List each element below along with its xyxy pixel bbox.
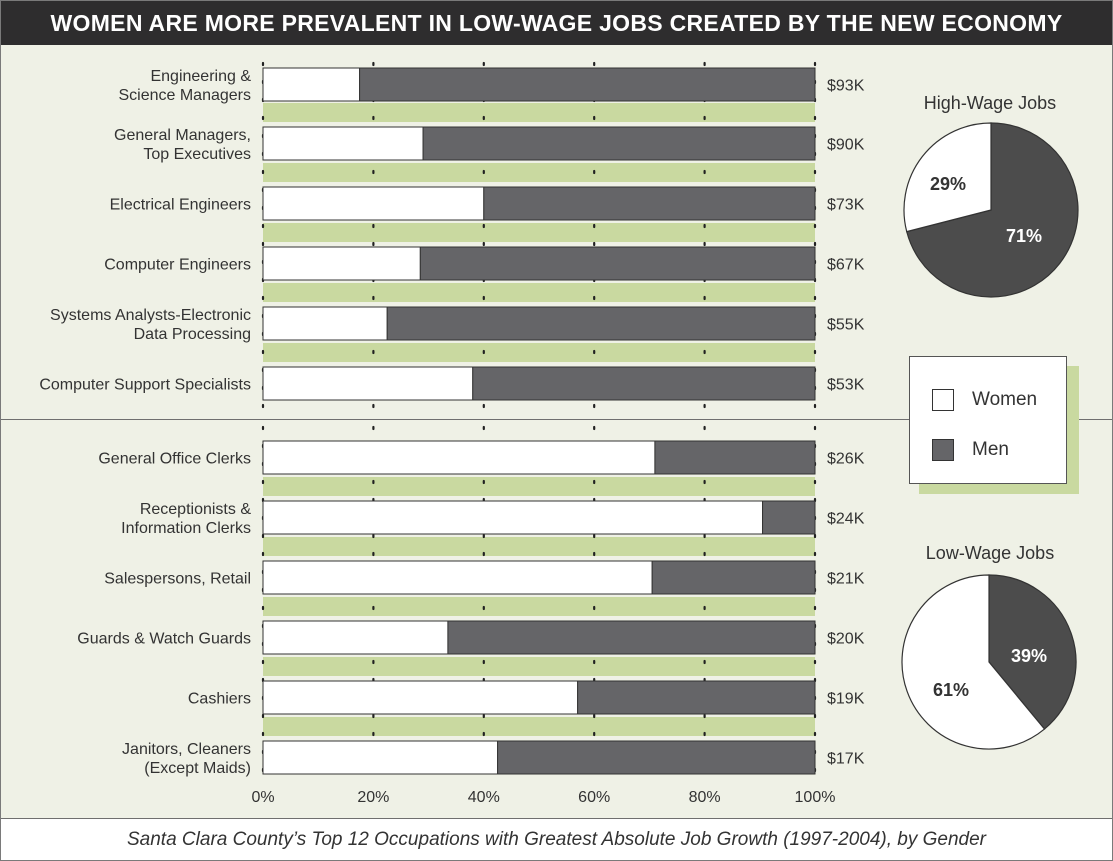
section-divider xyxy=(1,419,1112,420)
stripe-6 xyxy=(263,537,815,556)
legend-swatch-women xyxy=(932,389,954,411)
stripe-3 xyxy=(263,283,815,302)
bar-women-6 xyxy=(262,440,656,475)
category-label-6: General Office Clerks xyxy=(98,451,251,468)
chart-title: WOMEN ARE MORE PREVALENT IN LOW-WAGE JOB… xyxy=(1,1,1112,45)
legend: Women Men xyxy=(909,356,1067,484)
bar-women-9 xyxy=(262,620,449,655)
pie-high-wage-slice-women xyxy=(903,122,992,233)
bar-men-3 xyxy=(419,246,816,281)
bar-men-0 xyxy=(359,67,816,102)
wage-label-8: $21K xyxy=(827,571,865,588)
category-label-7: Receptionists & Information Clerks xyxy=(121,501,251,537)
bar-women-1 xyxy=(262,126,424,161)
stripe-4 xyxy=(263,343,815,362)
category-label-10: Cashiers xyxy=(188,691,251,708)
bar-men-1 xyxy=(422,126,816,161)
bar-women-7 xyxy=(262,500,764,535)
pie-low-wage-label-men: 39% xyxy=(1011,646,1047,666)
wage-label-3: $67K xyxy=(827,257,865,274)
bar-men-11 xyxy=(497,740,816,775)
category-label-3: Computer Engineers xyxy=(104,257,251,274)
stripe-0 xyxy=(263,103,815,122)
chart-caption: Santa Clara County’s Top 12 Occupations … xyxy=(127,829,986,850)
wage-label-7: $24K xyxy=(827,511,865,528)
pie-title-high-wage: High-Wage Jobs xyxy=(923,93,1057,113)
wage-label-6: $26K xyxy=(827,451,865,468)
x-tick-label-4: 80% xyxy=(689,789,721,806)
wage-label-11: $17K xyxy=(827,751,865,768)
stripe-7 xyxy=(263,597,815,616)
bar-men-9 xyxy=(447,620,816,655)
category-label-9: Guards & Watch Guards xyxy=(77,631,251,648)
bar-women-3 xyxy=(262,246,421,281)
wage-label-5: $53K xyxy=(827,377,865,394)
bar-men-4 xyxy=(386,306,816,341)
stripe-8 xyxy=(263,657,815,676)
category-label-11: Janitors, Cleaners (Except Maids) xyxy=(122,741,251,777)
category-label-8: Salespersons, Retail xyxy=(104,571,251,588)
bar-men-8 xyxy=(651,560,816,595)
wage-label-9: $20K xyxy=(827,631,865,648)
legend-label-women: Women xyxy=(972,389,1038,410)
wage-label-0: $93K xyxy=(827,78,865,95)
pie-low-wage-slice-women xyxy=(901,574,1046,750)
bar-women-5 xyxy=(262,366,474,401)
bar-women-11 xyxy=(262,740,499,775)
legend-swatch-men xyxy=(932,439,954,461)
wage-label-10: $19K xyxy=(827,691,865,708)
bar-men-7 xyxy=(762,500,816,535)
footer-divider xyxy=(1,818,1112,819)
stripe-5 xyxy=(263,477,815,496)
stripe-9 xyxy=(263,717,815,736)
bar-men-10 xyxy=(577,680,816,715)
bar-women-10 xyxy=(262,680,579,715)
x-tick-label-3: 60% xyxy=(578,789,610,806)
stripe-2 xyxy=(263,223,815,242)
category-label-4: Systems Analysts-Electronic Data Processi… xyxy=(50,307,251,343)
pie-high-wage-label-men: 71% xyxy=(1006,226,1042,246)
pie-high-wage-slice-men xyxy=(906,122,1079,298)
category-label-1: General Managers, Top Executives xyxy=(114,127,251,163)
wage-label-4: $55K xyxy=(827,317,865,334)
category-label-0: Engineering & Science Managers xyxy=(118,68,251,104)
bar-men-2 xyxy=(483,186,816,221)
bar-women-4 xyxy=(262,306,388,341)
bar-women-0 xyxy=(262,67,361,102)
legend-label-men: Men xyxy=(972,439,1009,460)
bar-women-8 xyxy=(262,560,653,595)
x-tick-label-5: 100% xyxy=(795,789,836,806)
pie-high-wage-label-women: 29% xyxy=(930,174,966,194)
pie-title-low-wage: Low-Wage Jobs xyxy=(925,543,1055,563)
pie-low-wage-slice-men xyxy=(988,574,1077,730)
pie-low-wage-label-women: 61% xyxy=(933,680,969,700)
bar-men-6 xyxy=(654,440,816,475)
wage-label-1: $90K xyxy=(827,137,865,154)
category-label-2: Electrical Engineers xyxy=(110,197,251,214)
bar-men-5 xyxy=(472,366,816,401)
wage-label-2: $73K xyxy=(827,197,865,214)
bar-women-2 xyxy=(262,186,485,221)
x-tick-label-0: 0% xyxy=(251,789,274,806)
stripe-1 xyxy=(263,163,815,182)
category-label-5: Computer Support Specialists xyxy=(39,377,251,394)
x-tick-label-1: 20% xyxy=(357,789,389,806)
x-tick-label-2: 40% xyxy=(468,789,500,806)
